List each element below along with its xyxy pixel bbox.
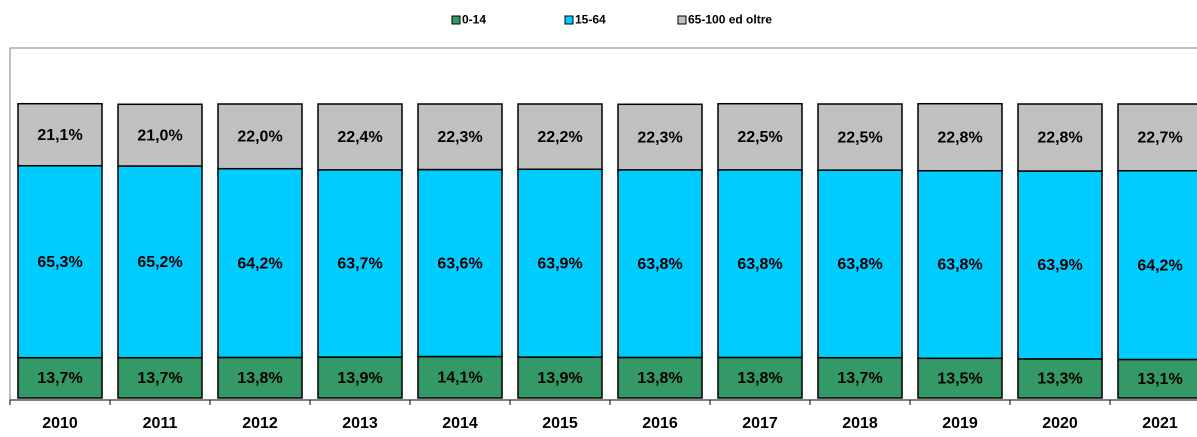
bar-segment bbox=[217, 167, 303, 359]
bar-segment bbox=[217, 103, 303, 170]
bar-segment bbox=[717, 356, 803, 399]
data-label: 13,5% bbox=[937, 370, 982, 387]
bar-segment bbox=[1017, 170, 1103, 360]
data-label: 13,9% bbox=[537, 370, 582, 387]
bar-segment bbox=[617, 169, 703, 359]
data-label: 64,2% bbox=[237, 255, 282, 272]
bar-segment bbox=[717, 102, 803, 171]
data-label: 22,7% bbox=[1137, 130, 1182, 147]
legend-label: 0-14 bbox=[462, 13, 486, 27]
data-label: 65,2% bbox=[137, 254, 182, 271]
bar-segment bbox=[517, 103, 603, 171]
bar-segment bbox=[517, 168, 603, 358]
data-label: 13,8% bbox=[737, 370, 782, 387]
x-tick-label: 2020 bbox=[1042, 415, 1078, 432]
bar-segment bbox=[817, 356, 903, 399]
x-tick-label: 2013 bbox=[342, 415, 378, 432]
x-tick-label: 2019 bbox=[942, 415, 978, 432]
data-label: 22,5% bbox=[837, 129, 882, 146]
x-tick-label: 2011 bbox=[143, 415, 178, 432]
x-tick-label: 2012 bbox=[242, 415, 278, 432]
data-label: 22,2% bbox=[537, 129, 582, 146]
data-label: 22,4% bbox=[337, 129, 382, 146]
x-tick-label: 2018 bbox=[842, 415, 878, 432]
legend-swatch bbox=[451, 15, 461, 25]
data-label: 13,9% bbox=[337, 370, 382, 387]
data-label: 22,8% bbox=[1037, 130, 1082, 147]
x-tick-label: 2021 bbox=[1142, 415, 1178, 432]
bar-segment bbox=[517, 356, 603, 399]
legend-swatch bbox=[677, 15, 687, 25]
legend-swatch bbox=[564, 15, 574, 25]
data-label: 13,8% bbox=[237, 370, 282, 387]
data-label: 13,7% bbox=[37, 370, 82, 387]
x-tick-label: 2014 bbox=[442, 415, 478, 432]
data-label: 63,6% bbox=[437, 255, 482, 272]
data-label: 22,3% bbox=[637, 129, 682, 146]
bar-segment bbox=[717, 169, 803, 359]
bar-segment bbox=[617, 356, 703, 399]
bar-segment bbox=[317, 169, 403, 358]
bar-segment bbox=[917, 357, 1003, 399]
data-label: 63,7% bbox=[337, 256, 382, 273]
bar-segment bbox=[817, 103, 903, 171]
x-tick-label: 2015 bbox=[542, 415, 578, 432]
data-label: 22,5% bbox=[737, 129, 782, 146]
legend-label: 65-100 ed oltre bbox=[688, 13, 772, 27]
bar-segment bbox=[317, 356, 403, 399]
data-label: 63,8% bbox=[637, 256, 682, 273]
data-label: 22,3% bbox=[437, 129, 482, 146]
bar-segment bbox=[1017, 103, 1103, 172]
bar-segment bbox=[917, 169, 1003, 360]
bar-segment bbox=[917, 102, 1003, 172]
bar-segment bbox=[1117, 358, 1197, 399]
bar-segment bbox=[817, 169, 903, 359]
x-tick-label: 2010 bbox=[42, 415, 78, 432]
bar-segment bbox=[617, 103, 703, 171]
data-label: 13,8% bbox=[637, 370, 682, 387]
data-label: 63,9% bbox=[1037, 257, 1082, 274]
data-label: 22,0% bbox=[237, 129, 282, 146]
data-label: 22,8% bbox=[937, 129, 982, 146]
bar-segment bbox=[217, 356, 303, 399]
bar-segment bbox=[1117, 169, 1197, 361]
bar-segment bbox=[417, 103, 503, 171]
data-label: 13,7% bbox=[137, 370, 182, 387]
data-label: 64,2% bbox=[1137, 257, 1182, 274]
legend-label: 15-64 bbox=[575, 13, 606, 27]
bar-segment bbox=[17, 102, 103, 167]
data-label: 21,1% bbox=[37, 127, 82, 144]
bar-segment bbox=[117, 103, 203, 167]
x-tick-label: 2017 bbox=[742, 415, 778, 432]
bar-segment bbox=[417, 168, 503, 358]
data-label: 13,3% bbox=[1037, 371, 1082, 388]
data-label: 63,8% bbox=[937, 257, 982, 274]
data-label: 63,8% bbox=[837, 256, 882, 273]
x-tick-label: 2016 bbox=[642, 415, 678, 432]
data-label: 63,9% bbox=[537, 255, 582, 272]
data-label: 13,1% bbox=[1137, 371, 1182, 388]
data-label: 65,3% bbox=[37, 254, 82, 271]
data-label: 13,7% bbox=[837, 370, 882, 387]
bar-segment bbox=[1117, 103, 1197, 172]
data-label: 14,1% bbox=[437, 369, 482, 386]
bar-segment bbox=[17, 164, 103, 359]
bar-segment bbox=[1017, 358, 1103, 399]
bar-segment bbox=[17, 356, 103, 399]
bar-segment bbox=[117, 165, 203, 359]
data-label: 21,0% bbox=[137, 127, 182, 144]
bar-segment bbox=[317, 103, 403, 171]
data-label: 63,8% bbox=[737, 256, 782, 273]
